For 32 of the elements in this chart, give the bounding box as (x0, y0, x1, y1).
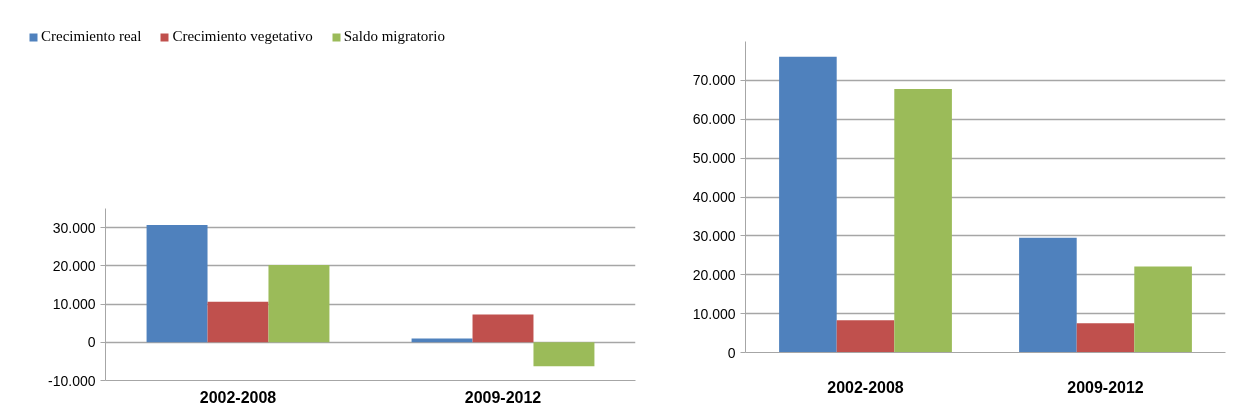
bar (533, 342, 595, 367)
legend-label: Saldo migratorio (343, 28, 445, 45)
bar (146, 224, 208, 343)
y-tick-label: 70.000 (692, 72, 736, 89)
bar (411, 338, 473, 343)
bar (836, 320, 895, 353)
x-tick-label: 2002-2008 (199, 388, 277, 406)
bar (779, 56, 837, 353)
y-tick-label: 50.000 (692, 150, 736, 167)
y-tick-label: 0 (87, 334, 96, 351)
y-tick-label: 30.000 (52, 219, 96, 236)
x-tick-label: 2009-2012 (1067, 378, 1144, 396)
y-tick-label: -10.000 (48, 372, 96, 389)
bar (268, 265, 330, 343)
y-tick-label: 40.000 (692, 189, 736, 205)
bar (1019, 237, 1077, 353)
y-tick-label: 30.000 (692, 227, 736, 244)
legend-label: Crecimiento real (41, 28, 142, 45)
x-tick-label: 2009-2012 (464, 388, 542, 406)
bar (472, 314, 534, 343)
y-tick-label: 20.000 (52, 257, 96, 274)
y-tick-label: 20.000 (692, 266, 736, 283)
bar (1076, 323, 1135, 353)
y-tick-label: 10.000 (692, 305, 736, 322)
x-tick-label: 2002-2008 (827, 378, 904, 396)
y-tick-label: 0 (727, 344, 736, 361)
bar (207, 301, 269, 343)
bar (894, 88, 952, 353)
y-tick-label: 10.000 (52, 296, 96, 313)
y-tick-label: 60.000 (692, 111, 736, 128)
legend-label: Crecimiento vegetativo (172, 28, 313, 45)
bar (1134, 266, 1192, 353)
